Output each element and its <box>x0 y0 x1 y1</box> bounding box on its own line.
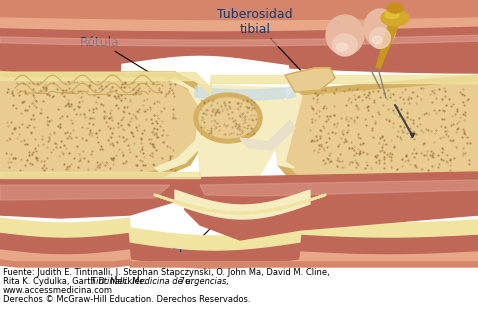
Polygon shape <box>0 78 200 172</box>
Polygon shape <box>275 90 302 168</box>
Polygon shape <box>155 78 207 172</box>
Ellipse shape <box>364 9 396 47</box>
Polygon shape <box>200 180 478 196</box>
Ellipse shape <box>337 43 348 51</box>
Polygon shape <box>0 178 190 218</box>
Polygon shape <box>0 178 478 198</box>
Polygon shape <box>275 75 478 185</box>
Text: Rita K. Cydulka, Garth D. Meckler:: Rita K. Cydulka, Garth D. Meckler: <box>3 277 149 286</box>
Text: 7e:: 7e: <box>177 277 193 286</box>
Polygon shape <box>198 85 285 185</box>
Polygon shape <box>0 185 170 200</box>
Polygon shape <box>175 190 310 219</box>
Polygon shape <box>0 260 478 267</box>
Polygon shape <box>0 18 478 32</box>
Ellipse shape <box>333 34 358 56</box>
Text: Derechos © McGraw-Hill Education. Derechos Reservados.: Derechos © McGraw-Hill Education. Derech… <box>3 295 250 304</box>
Polygon shape <box>283 82 478 179</box>
Text: Epífisis: Epífisis <box>172 207 232 252</box>
Text: Fuente: Judith E. Tintinalli, J. Stephan Stapczynski, O. John Ma, David M. Cline: Fuente: Judith E. Tintinalli, J. Stephan… <box>3 268 330 277</box>
Ellipse shape <box>387 3 403 13</box>
Polygon shape <box>0 72 210 178</box>
Polygon shape <box>0 0 478 21</box>
Polygon shape <box>0 35 478 46</box>
Ellipse shape <box>381 10 409 26</box>
Ellipse shape <box>199 98 257 138</box>
Polygon shape <box>0 232 478 268</box>
Polygon shape <box>195 87 295 100</box>
Text: Rótula: Rótula <box>80 36 210 110</box>
Text: www.accessmedicina.com: www.accessmedicina.com <box>3 286 113 295</box>
Text: Fémur: Fémur <box>4 138 43 152</box>
Polygon shape <box>0 218 478 250</box>
Polygon shape <box>285 68 335 92</box>
Polygon shape <box>0 27 478 78</box>
Polygon shape <box>180 172 478 240</box>
Polygon shape <box>240 120 295 150</box>
Polygon shape <box>376 18 400 69</box>
Ellipse shape <box>372 36 382 44</box>
Polygon shape <box>0 250 478 268</box>
Text: Tuberosidad
tibial: Tuberosidad tibial <box>217 8 305 75</box>
Ellipse shape <box>385 11 399 18</box>
Ellipse shape <box>326 15 364 55</box>
Ellipse shape <box>369 28 391 48</box>
Text: Tibia: Tibia <box>444 141 474 155</box>
Text: Tintinalli. Medicina de urgencias,: Tintinalli. Medicina de urgencias, <box>91 277 229 286</box>
Ellipse shape <box>194 93 262 143</box>
